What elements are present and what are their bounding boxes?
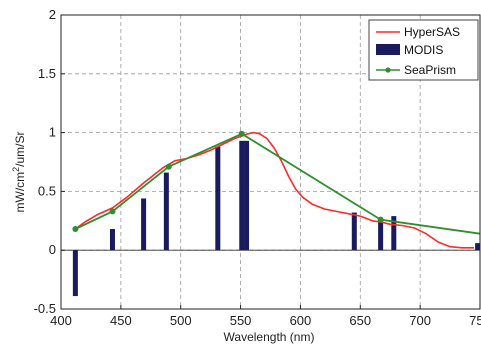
y-axis-title: mW/cm2/um/Sr bbox=[11, 131, 27, 212]
legend-seaprism-label: SeaPrism bbox=[404, 63, 456, 77]
seaprism-point bbox=[109, 208, 116, 215]
modis-bars bbox=[72, 140, 481, 297]
modis-bar bbox=[141, 198, 147, 251]
legend-modis-label: MODIS bbox=[404, 43, 443, 57]
y-tick-label: 1 bbox=[49, 125, 56, 140]
legend-hypersas-label: HyperSAS bbox=[404, 25, 460, 39]
series-lines bbox=[74, 131, 481, 249]
modis-bar bbox=[215, 146, 221, 251]
hypersas-line bbox=[74, 131, 474, 249]
modis-bar bbox=[109, 229, 115, 251]
x-tick-label: 700 bbox=[409, 313, 431, 328]
seaprism-markers bbox=[72, 130, 384, 233]
modis-bar bbox=[378, 218, 384, 251]
legend: HyperSAS MODIS SeaPrism bbox=[368, 19, 479, 81]
x-tick-label: 400 bbox=[50, 313, 72, 328]
seaprism-point bbox=[165, 163, 172, 170]
x-tick-label: 450 bbox=[110, 313, 132, 328]
y-tick-labels: -0.5 0 0.5 1 1.5 2 bbox=[34, 7, 65, 316]
modis-bar bbox=[475, 243, 481, 251]
x-tick-label: 600 bbox=[290, 313, 312, 328]
y-tick-label: 0 bbox=[49, 242, 56, 257]
seaprism-point bbox=[72, 226, 79, 233]
y-tick-label: 2 bbox=[49, 7, 56, 22]
y-tick-label: 0.5 bbox=[38, 183, 56, 198]
modis-bar bbox=[351, 212, 357, 251]
x-tick-label: 550 bbox=[230, 313, 252, 328]
legend-modis-swatch bbox=[376, 44, 400, 55]
modis-bar bbox=[239, 140, 245, 251]
x-axis-title: Wavelength (nm) bbox=[224, 330, 315, 344]
modis-bar bbox=[244, 140, 250, 251]
seaprism-point bbox=[377, 216, 384, 223]
seaprism-point bbox=[238, 130, 245, 137]
plot-frame bbox=[60, 14, 481, 310]
seaprism-line bbox=[75, 132, 481, 235]
modis-bar bbox=[391, 216, 397, 251]
x-tick-label: 500 bbox=[170, 313, 192, 328]
modis-bar bbox=[163, 172, 169, 251]
legend-seaprism-marker bbox=[385, 67, 391, 73]
y-tick-label: 1.5 bbox=[38, 66, 56, 81]
y-tick-label: -0.5 bbox=[34, 301, 56, 316]
modis-bar bbox=[72, 250, 78, 297]
x-tick-labels: 400 450 500 550 600 650 700 750 bbox=[50, 305, 481, 328]
x-tick-label: 750 bbox=[469, 313, 481, 328]
x-tick-label: 650 bbox=[349, 313, 371, 328]
